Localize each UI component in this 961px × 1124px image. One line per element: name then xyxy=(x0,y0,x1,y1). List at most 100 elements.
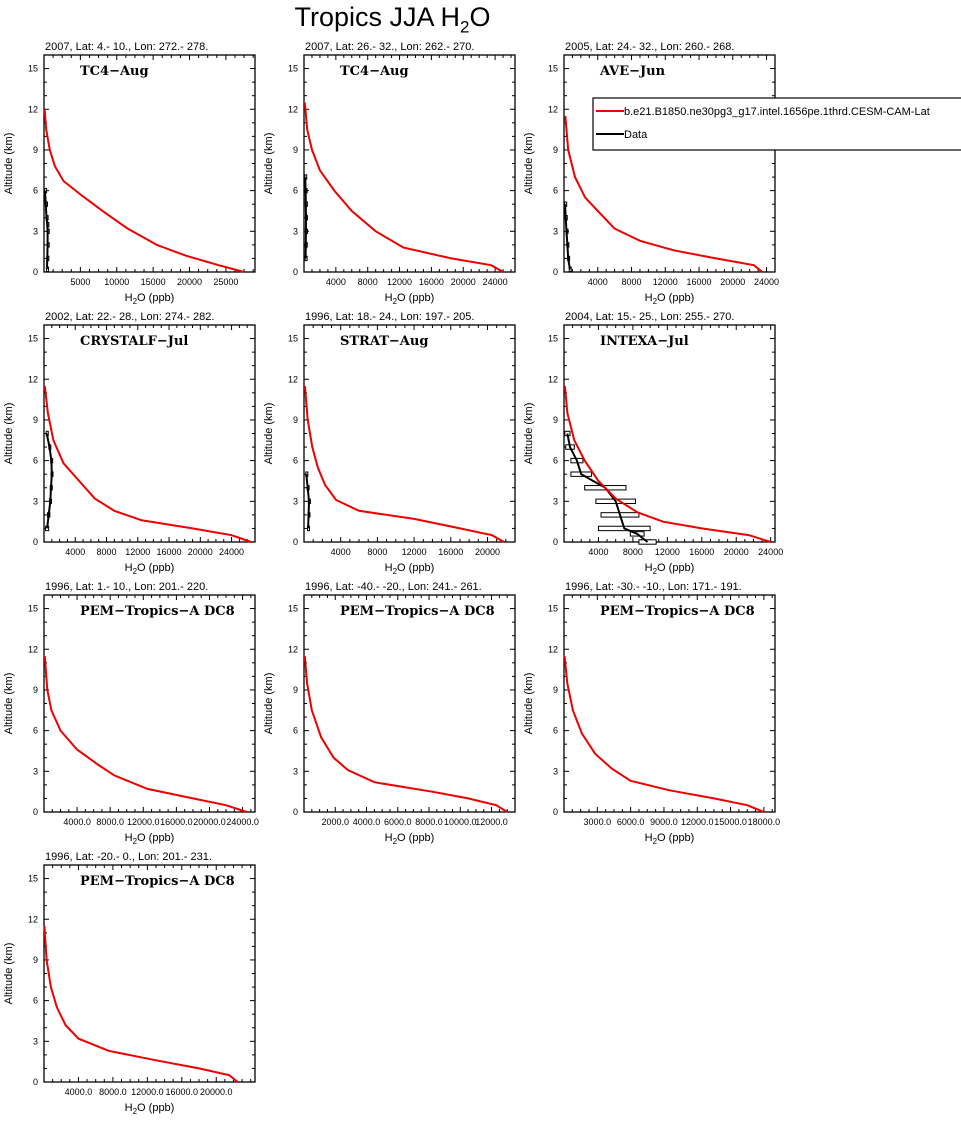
x-axis-label-subscript: 2 xyxy=(393,297,398,306)
y-tick-label: 15 xyxy=(288,604,298,614)
x-axis-label-subscript: 2 xyxy=(393,567,398,576)
chart-panel-3: 2005, Lat: 24.- 32., Lon: 260.- 268. 0 3 6 9… xyxy=(523,41,779,306)
y-tick-label: 0 xyxy=(553,537,558,547)
y-tick-label: 6 xyxy=(33,186,38,196)
y-tick-label: 12 xyxy=(288,104,298,114)
y-tick-label: 3 xyxy=(553,496,558,506)
experiment-label: TC4−Aug xyxy=(340,64,409,79)
y-tick-label: 6 xyxy=(553,186,558,196)
model-line xyxy=(43,109,245,273)
y-tick-label: 15 xyxy=(548,64,558,74)
y-tick-label: 3 xyxy=(33,226,38,236)
experiment-label: PEM−Tropics−A DC8 xyxy=(80,874,235,889)
model-line xyxy=(303,102,504,273)
x-axis-label-suffix: O (ppb) xyxy=(657,832,694,844)
x-axis-label: H2O (ppb) xyxy=(125,832,175,846)
chart-subtitle: 2005, Lat: 24.- 32., Lon: 260.- 268. xyxy=(565,41,734,53)
legend: b.e21.B1850.ne30pg3_g17.intel.1656pe.1th… xyxy=(592,97,961,151)
y-axis-label: Altitude (km) xyxy=(3,133,15,195)
plot-frame xyxy=(43,864,256,1083)
y-tick-label: 0 xyxy=(293,537,298,547)
y-tick-label: 0 xyxy=(553,267,558,277)
experiment-label: AVE−Jun xyxy=(599,64,666,79)
x-axis-label: H2O (ppb) xyxy=(125,292,175,306)
chart-subtitle: 1996, Lat: 1.- 10., Lon: 201.- 220. xyxy=(45,581,208,593)
y-axis-label: Altitude (km) xyxy=(3,403,15,465)
y-tick-label: 0 xyxy=(293,267,298,277)
model-line xyxy=(43,655,248,813)
chart-panel-2: 2007, Lat: 26.- 32., Lon: 262.- 270. 0 3 6 9… xyxy=(263,41,516,306)
x-tick-label: 10000.0 xyxy=(444,817,477,827)
model-line xyxy=(563,385,772,543)
y-tick-label: 9 xyxy=(293,145,298,155)
x-tick-label: 12000 xyxy=(387,277,412,287)
legend-box xyxy=(592,97,961,151)
chart-panel-4: 2002, Lat: 22.- 28., Lon: 274.- 282. 0 3 6 9… xyxy=(3,311,256,576)
x-tick-label: 4000.0 xyxy=(353,817,381,827)
x-tick-label: 20000 xyxy=(188,547,213,557)
obs-data-line xyxy=(305,474,311,529)
plot-frame xyxy=(563,54,776,273)
y-tick-label: 15 xyxy=(548,334,558,344)
x-axis-label-prefix: H xyxy=(125,832,133,844)
x-tick-label: 20000 xyxy=(724,547,749,557)
plot-frame xyxy=(563,594,776,813)
x-tick-label: 4000 xyxy=(326,277,346,287)
y-axis-label: Altitude (km) xyxy=(263,673,275,735)
obs-error-box xyxy=(638,539,657,545)
x-axis-label-prefix: H xyxy=(645,832,653,844)
experiment-label: PEM−Tropics−A DC8 xyxy=(600,604,755,619)
x-tick-label: 4000 xyxy=(65,547,85,557)
obs-data-line xyxy=(45,433,53,529)
x-tick-label: 4000.0 xyxy=(65,1087,93,1097)
x-tick-label: 4000 xyxy=(331,547,351,557)
plot-frame xyxy=(43,594,256,813)
x-axis-label-subscript: 2 xyxy=(133,837,138,846)
legend-data-label: Data xyxy=(624,129,648,141)
plot-frame xyxy=(43,54,256,273)
x-tick-label: 15000.0 xyxy=(714,817,747,827)
x-tick-label: 4000 xyxy=(588,277,608,287)
y-tick-label: 15 xyxy=(288,64,298,74)
x-tick-label: 6000.0 xyxy=(617,817,645,827)
x-tick-label: 8000 xyxy=(622,277,642,287)
x-tick-label: 8000.0 xyxy=(96,817,124,827)
plot-frame xyxy=(563,324,776,543)
x-axis-label-suffix: O (ppb) xyxy=(397,832,434,844)
panels-group: 2007, Lat: 4.- 10., Lon: 272.- 278.03691… xyxy=(3,41,783,1116)
x-tick-label: 16000 xyxy=(438,547,463,557)
y-axis-label: Altitude (km) xyxy=(523,133,535,195)
x-tick-label: 8000.0 xyxy=(99,1087,127,1097)
y-axis-label: Altitude (km) xyxy=(3,673,15,735)
x-axis-label-subscript: 2 xyxy=(133,567,138,576)
plot-frame xyxy=(303,324,516,543)
x-axis-label-subscript: 2 xyxy=(653,297,658,306)
chart-panel-8: 1996, Lat: -40.- -20., Lon: 241.- 261. 0 3… xyxy=(263,581,516,846)
x-tick-label: 12000.0 xyxy=(127,817,160,827)
chart-panel-7: 1996, Lat: 1.- 10., Lon: 201.- 220. 0 3 6 9 1… xyxy=(3,581,259,846)
x-axis-label: H2O (ppb) xyxy=(125,562,175,576)
y-tick-label: 9 xyxy=(293,685,298,695)
y-tick-label: 6 xyxy=(33,726,38,736)
y-tick-label: 12 xyxy=(28,644,38,654)
x-tick-label: 6000.0 xyxy=(384,817,412,827)
x-axis-label-suffix: O (ppb) xyxy=(137,832,174,844)
chart-panel-6: 2004, Lat: 15.- 25., Lon: 255.- 270. 0 3 6 9… xyxy=(523,311,783,576)
x-tick-label: 12000 xyxy=(653,277,678,287)
y-tick-label: 12 xyxy=(548,104,558,114)
x-axis-label-prefix: H xyxy=(125,562,133,574)
x-tick-label: 16000.0 xyxy=(160,817,193,827)
y-tick-label: 0 xyxy=(33,807,38,817)
x-tick-label: 16000 xyxy=(689,547,714,557)
y-tick-label: 3 xyxy=(553,766,558,776)
y-tick-label: 6 xyxy=(553,726,558,736)
x-tick-label: 20000 xyxy=(451,277,476,287)
x-tick-label: 20000 xyxy=(177,277,202,287)
y-tick-label: 15 xyxy=(288,334,298,344)
x-axis-label: H2O (ppb) xyxy=(385,832,435,846)
y-tick-label: 12 xyxy=(28,374,38,384)
x-axis-label-suffix: O (ppb) xyxy=(137,562,174,574)
x-axis-label-subscript: 2 xyxy=(653,567,658,576)
x-tick-label: 20000.0 xyxy=(193,817,226,827)
